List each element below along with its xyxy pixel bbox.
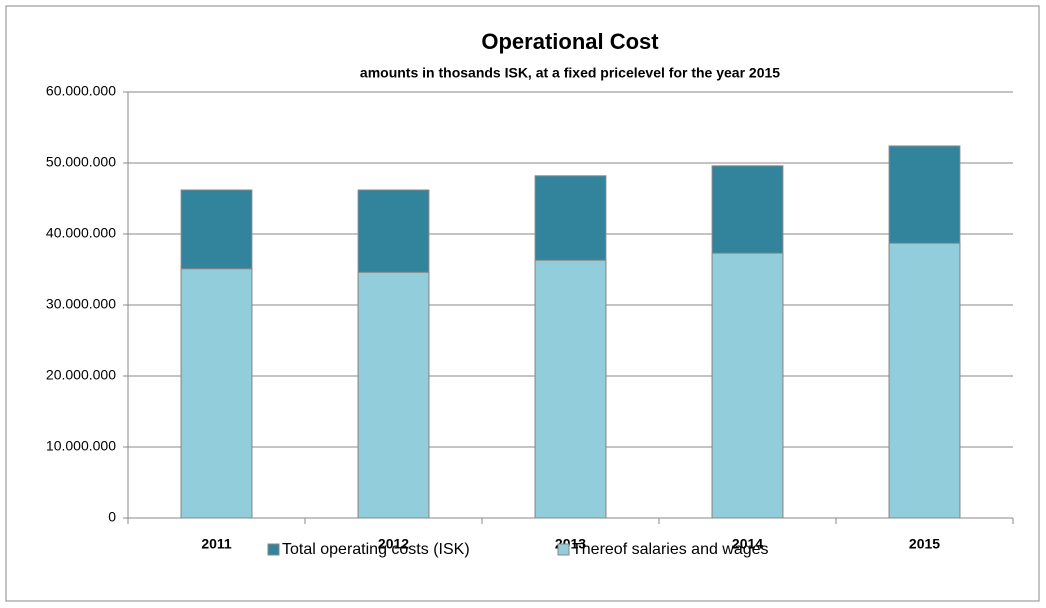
bar [534,259,607,519]
bar [357,271,430,519]
legend-label: Total operating costs (ISK) [282,541,470,558]
y-tick-label: 0 [108,509,116,525]
chart-title: Operational Cost [481,29,659,54]
y-tick-label: 60.000.000 [46,83,116,99]
y-tick-label: 40.000.000 [46,225,116,241]
legend-label: Thereof salaries and wages [572,541,769,558]
y-tick-label: 50.000.000 [46,154,116,170]
y-tick-label: 30.000.000 [46,296,116,312]
bar [888,242,961,519]
bar [180,268,253,519]
legend-swatch [267,543,280,556]
x-tick-label: 2015 [909,536,940,552]
x-tick-label: 2011 [201,536,232,552]
legend-swatch [557,543,570,556]
y-tick-label: 10.000.000 [46,438,116,454]
chart-border [5,5,1040,602]
bar [711,252,784,519]
chart-subtitle: amounts in thosands ISK, at a fixed pric… [360,65,780,81]
x-tick-label: 2014 [732,536,763,552]
y-tick-label: 20.000.000 [46,367,116,383]
x-tick-label: 2012 [378,536,409,552]
